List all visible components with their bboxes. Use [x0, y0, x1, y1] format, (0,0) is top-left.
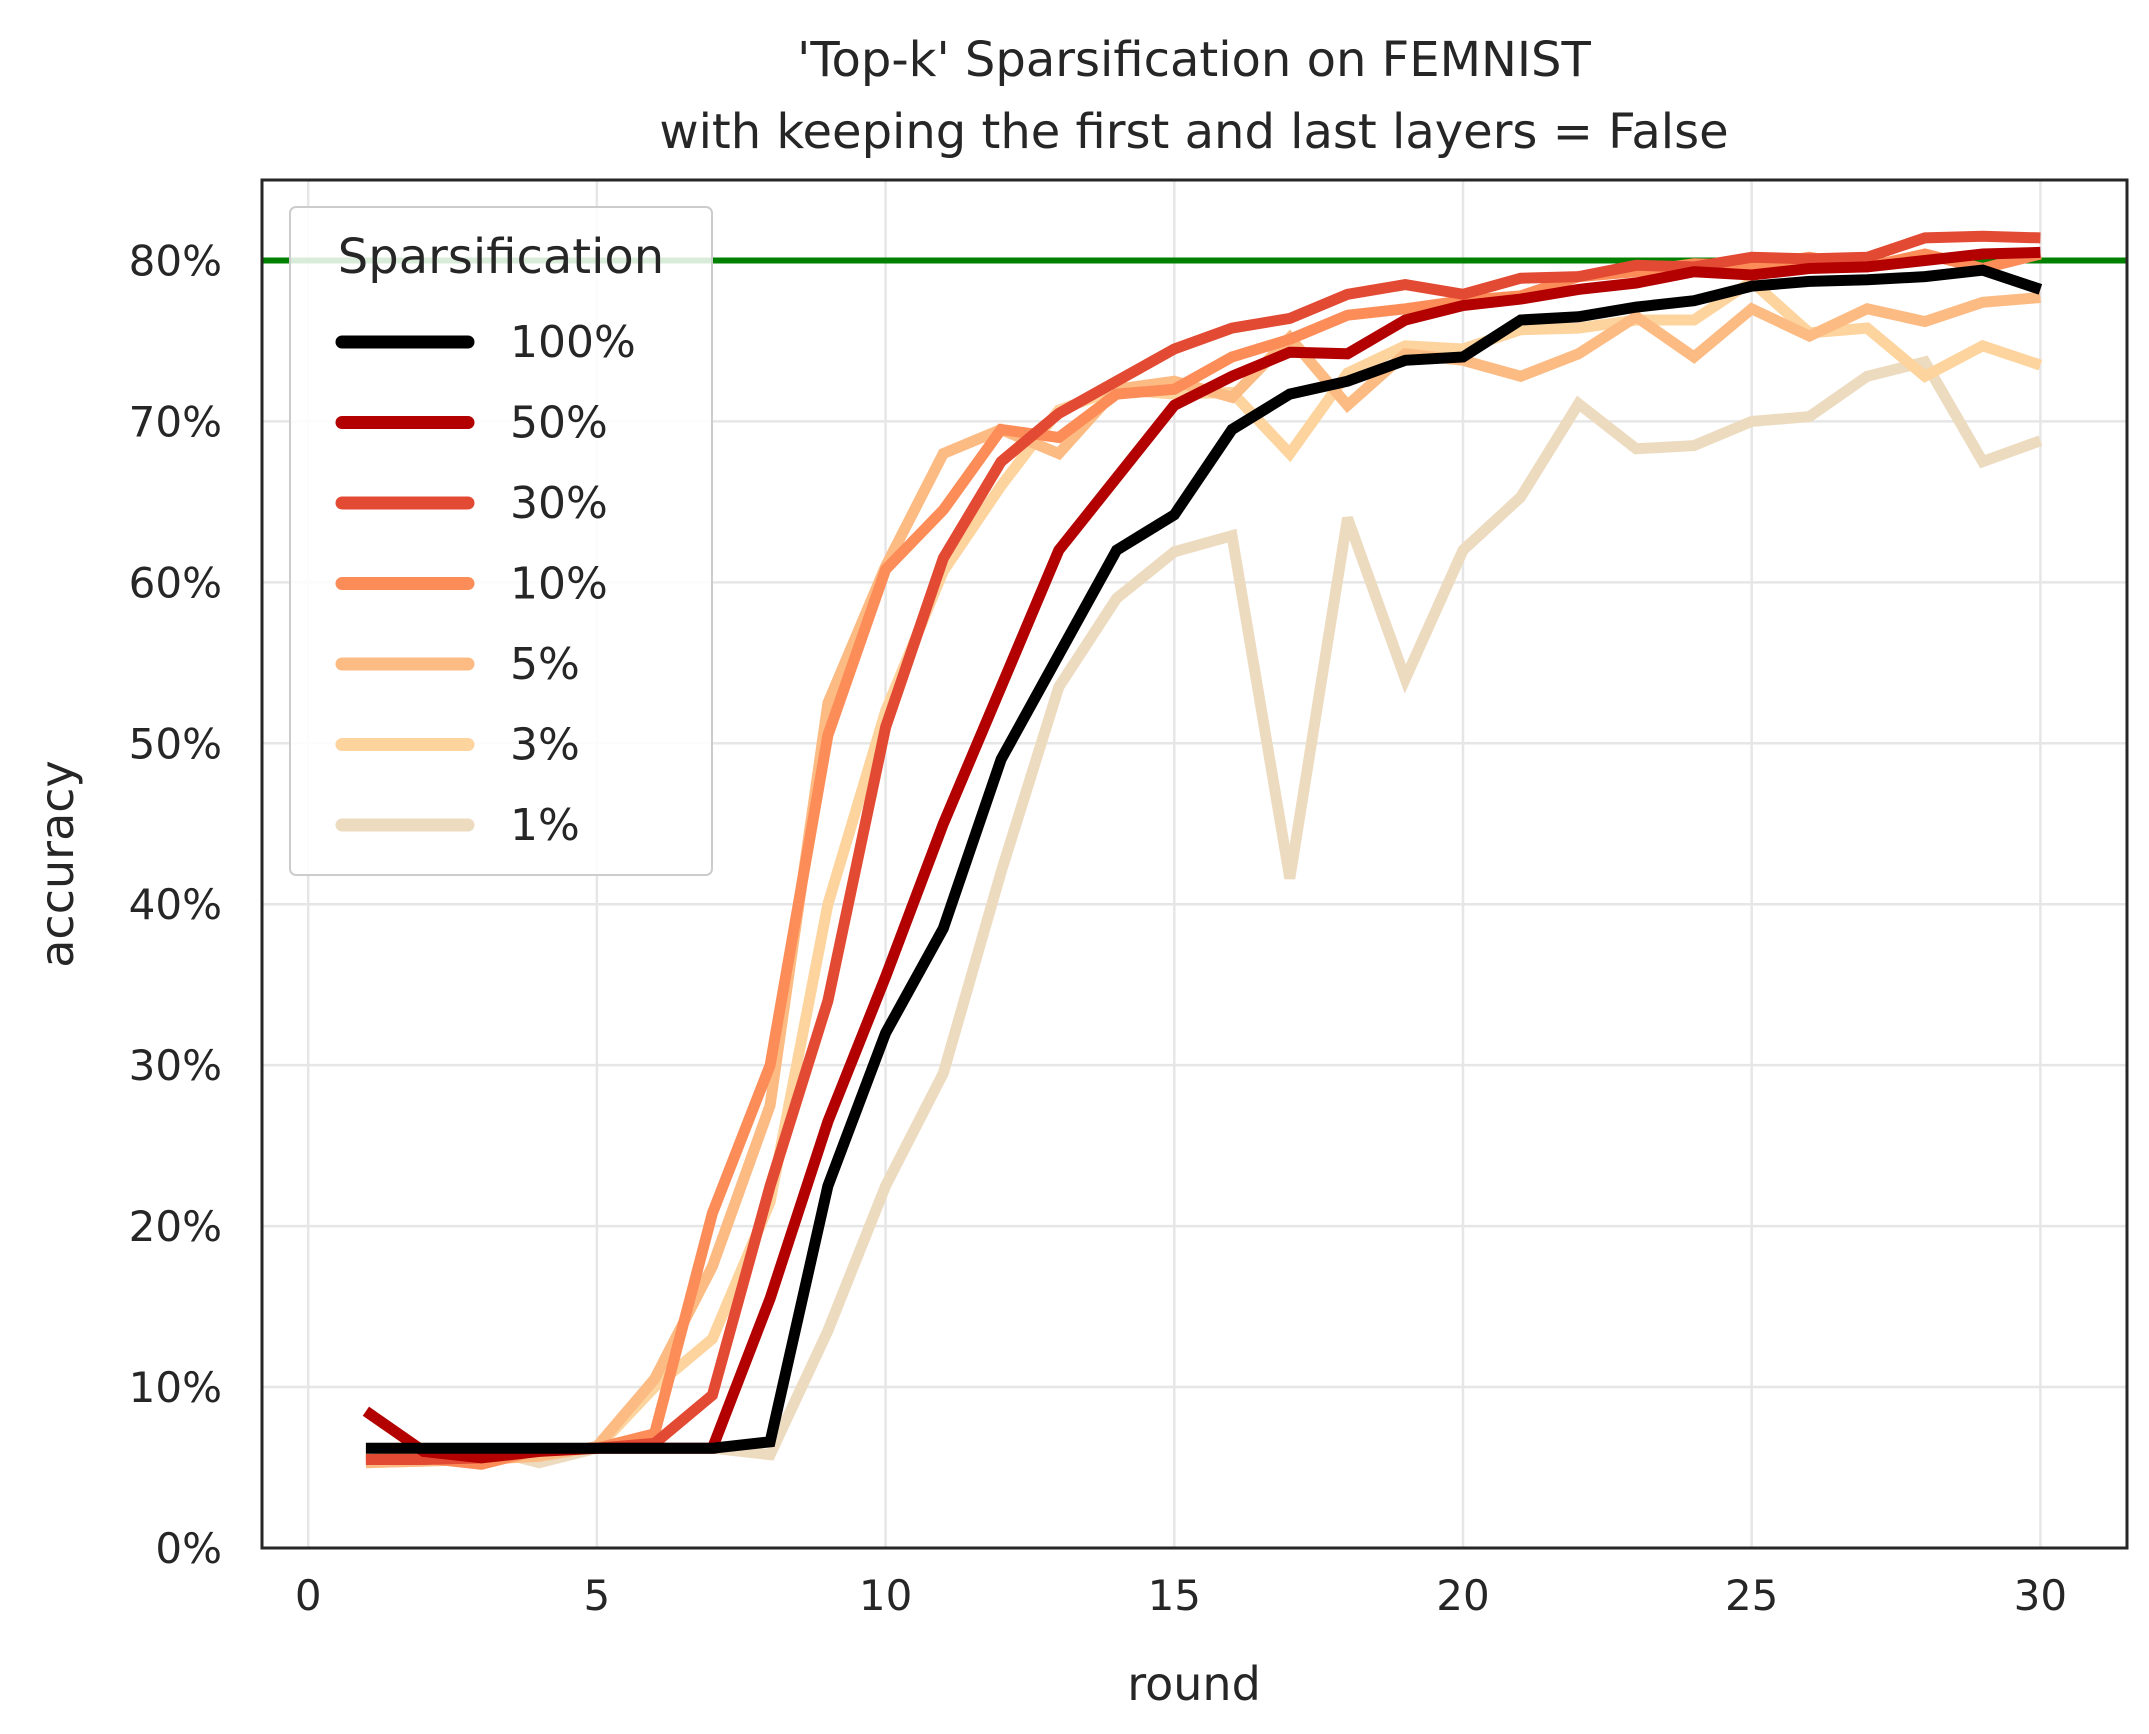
y-tick-label: 60% — [129, 558, 222, 607]
legend-label-1-percent: 1% — [510, 800, 580, 851]
y-tick-label: 10% — [129, 1363, 222, 1412]
plot-frame — [260, 178, 2129, 1550]
legend-label-30-percent: 30% — [510, 478, 608, 529]
y-tick-label: 30% — [129, 1041, 222, 1090]
series-lines — [362, 230, 2043, 1470]
legend-label-3-percent: 3% — [510, 720, 580, 771]
x-tick-label: 5 — [584, 1571, 611, 1620]
y-tick-label: 20% — [129, 1202, 222, 1251]
chart-title-line-2: with keeping the first and last layers =… — [659, 104, 1728, 160]
x-axis-ticks: 0 5 10 15 20 25 30 — [295, 1571, 2067, 1620]
legend-label-50-percent: 50% — [510, 398, 608, 449]
series-line-100-percent — [365, 264, 2043, 1454]
legend-items: 100% 50% 30% 10% 5% 3% 1% — [335, 317, 636, 851]
y-axis-label: accuracy — [30, 760, 84, 968]
x-tick-label: 20 — [1436, 1571, 1489, 1620]
legend-label-5-percent: 5% — [510, 639, 580, 690]
x-tick-label: 15 — [1148, 1571, 1201, 1620]
y-tick-label: 70% — [129, 397, 222, 446]
legend-box — [289, 206, 713, 876]
legend-label-10-percent: 10% — [510, 559, 608, 610]
legend: Sparsification 100% 50% 30% 10% 5% 3% 1% — [289, 206, 713, 876]
y-tick-label: 0% — [155, 1524, 222, 1573]
x-tick-label: 30 — [2014, 1571, 2067, 1620]
chart-title-line-1: 'Top-k' Sparsification on FEMNIST — [797, 32, 1591, 88]
y-tick-label: 50% — [129, 719, 222, 768]
legend-label-100-percent: 100% — [510, 317, 636, 368]
x-tick-label: 0 — [295, 1571, 322, 1620]
y-tick-label: 40% — [129, 880, 222, 929]
x-axis-label: round — [1127, 1657, 1261, 1711]
y-tick-label: 80% — [129, 236, 222, 285]
legend-title: Sparsification — [338, 229, 664, 285]
x-tick-label: 10 — [859, 1571, 912, 1620]
y-axis-ticks: 0% 10% 20% 30% 40% 50% 60% 70% 80% — [129, 236, 222, 1573]
x-tick-label: 25 — [1725, 1571, 1778, 1620]
series-line-10-percent — [365, 248, 2042, 1470]
